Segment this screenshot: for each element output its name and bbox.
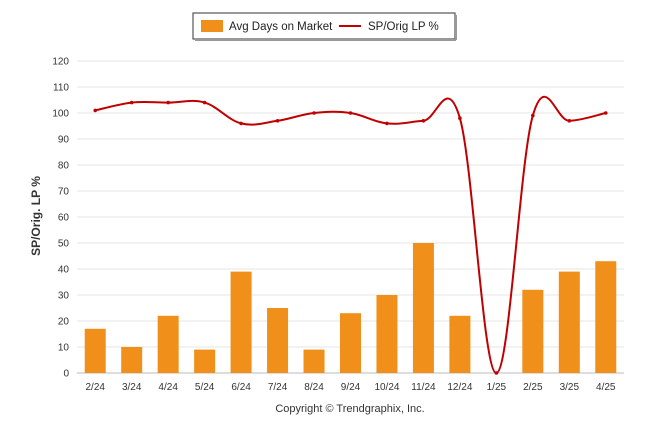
bar [412, 243, 434, 373]
y-tick-label: 50 [58, 239, 70, 250]
line-point [421, 119, 426, 123]
line-point [93, 108, 98, 113]
y-tick-label: 20 [58, 317, 70, 328]
x-tick-label: 2/24 [85, 382, 105, 393]
x-tick-label: 6/24 [231, 382, 251, 393]
line-point [567, 119, 572, 123]
bar [303, 349, 325, 373]
sp-orig-line [95, 95, 606, 375]
bar [84, 328, 106, 373]
line-point [531, 113, 535, 118]
x-tick-label: 1/25 [487, 382, 507, 393]
x-tick-label: 3/25 [560, 382, 580, 393]
bar [340, 313, 361, 373]
bar [121, 347, 143, 373]
bar [194, 349, 216, 373]
line-series [93, 95, 608, 375]
legend-box [192, 12, 456, 40]
line-point [458, 116, 462, 120]
line-point [275, 119, 280, 123]
bar [595, 261, 617, 373]
line-point [494, 371, 499, 375]
x-tick-label: 4/24 [158, 382, 178, 393]
x-tick-label: 12/24 [447, 382, 472, 393]
bar-series [84, 243, 617, 373]
line-point [129, 100, 134, 105]
y-tick-label: 100 [52, 109, 69, 120]
copyright-text: Copyright © Trendgraphix, Inc. [275, 403, 424, 415]
x-tick-labels: 2/24 3/24 4/24 5/24 6/24 7/24 8/24 9/24 10/24 11/… [85, 382, 615, 393]
y-tick-label: 10 [58, 343, 70, 354]
x-tick-label: 9/24 [341, 382, 361, 393]
y-tick-label: 110 [53, 83, 69, 94]
x-tick-label: 11/24 [411, 382, 436, 393]
y-tick-label: 120 [52, 57, 69, 68]
bar [558, 271, 580, 373]
y-tick-labels: 0 10 20 30 40 50 60 70 80 90 100 110 120 [52, 57, 69, 380]
y-tick-label: 80 [58, 161, 70, 172]
line-point [166, 100, 170, 105]
legend-swatch-avg-days [201, 20, 223, 32]
bar [522, 289, 544, 373]
legend-label-sp-orig: SP/Orig LP % [368, 21, 439, 33]
bar [376, 295, 398, 373]
y-tick-label: 70 [58, 187, 70, 198]
line-point [312, 111, 316, 115]
x-tick-label: 5/24 [195, 382, 215, 393]
line-point [385, 121, 389, 126]
legend: Avg Days on Market SP/Orig LP % [192, 12, 457, 41]
y-axis-title: SP/Orig. LP % [29, 176, 43, 256]
x-tick-label: 10/24 [374, 382, 399, 393]
y-tick-label: 40 [58, 265, 70, 276]
y-tick-label: 30 [58, 291, 70, 302]
legend-label-avg-days: Avg Days on Market [229, 21, 333, 33]
line-point [239, 121, 243, 126]
x-tick-label: 4/25 [596, 382, 616, 393]
y-tick-label: 60 [58, 213, 70, 224]
bar [157, 315, 179, 373]
line-point [603, 111, 608, 115]
bar [230, 271, 252, 373]
line-point [202, 100, 207, 105]
x-tick-label: 2/25 [523, 382, 543, 393]
bar [449, 315, 471, 373]
y-tick-label: 90 [58, 135, 70, 146]
y-tick-label: 0 [63, 369, 69, 380]
x-tick-label: 7/24 [268, 382, 288, 393]
bar [267, 308, 289, 373]
x-tick-label: 3/24 [122, 382, 142, 393]
x-tick-label: 8/24 [304, 382, 324, 393]
line-point [348, 111, 353, 115]
